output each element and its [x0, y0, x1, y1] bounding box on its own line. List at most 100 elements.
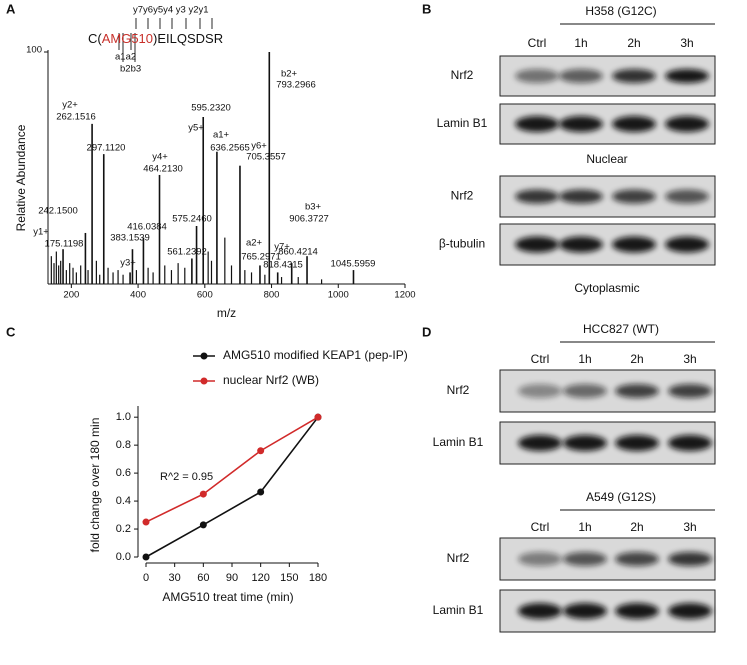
peak-ion-label: y4+	[152, 152, 168, 163]
blot-caption: Cytoplasmic	[574, 281, 639, 295]
legend-marker	[200, 377, 208, 385]
blot-band	[665, 69, 709, 83]
x-tick-label: 600	[197, 290, 213, 301]
x-axis-label: m/z	[217, 306, 236, 320]
blot-band	[563, 435, 607, 451]
peak-ion-label: y2+	[62, 100, 78, 111]
annotation: R^2 = 0.95	[160, 471, 213, 483]
peak-mz-label: 175.1198	[45, 239, 84, 250]
peak-ion-label: y1+	[33, 227, 49, 238]
x-tick-label: 800	[264, 290, 280, 301]
blot-band	[615, 552, 659, 566]
blot-row-label: Lamin B1	[433, 435, 484, 449]
data-point	[314, 413, 322, 421]
blot-band	[518, 384, 562, 398]
blot-band	[665, 189, 709, 204]
x-tick-label: 0	[143, 572, 149, 584]
y-tick-label: 0.4	[116, 495, 131, 507]
data-point	[257, 488, 265, 496]
peak-ion-label: b2+	[281, 69, 298, 80]
x-tick-label: 90	[226, 572, 238, 584]
blot-band	[665, 116, 709, 132]
peak-ion-label: y5+	[188, 123, 204, 134]
peak-mz-label: 860.4214	[278, 247, 318, 258]
lane-label: 3h	[683, 520, 696, 534]
y-tick-label: 0.2	[116, 523, 131, 535]
data-point	[257, 447, 265, 455]
y-tick-label: 0.6	[116, 467, 131, 479]
panel-letter: B	[422, 1, 431, 16]
peak-mz-label: 906.3727	[289, 214, 329, 225]
x-tick-label: 150	[280, 572, 298, 584]
blot-band	[515, 189, 559, 204]
blot-band	[665, 236, 709, 253]
y-tick-label: 0.0	[116, 551, 131, 563]
blot-band	[563, 384, 607, 398]
blot-band	[612, 189, 656, 204]
blot-band	[563, 603, 607, 619]
lane-label: 1h	[578, 520, 591, 534]
x-tick-label: 180	[309, 572, 327, 584]
blot-band	[515, 69, 559, 83]
peak-mz-label: 793.2966	[276, 80, 316, 91]
sequence-part: C(	[88, 31, 102, 46]
blot-row-label: Nrf2	[451, 189, 474, 203]
panel-letter: C	[6, 324, 16, 339]
blot-band	[559, 69, 603, 83]
peak-mz-label: 575.2460	[172, 214, 212, 225]
blot-band	[615, 435, 659, 451]
peak-mz-label: 636.2565	[210, 143, 250, 154]
blot-band	[515, 236, 559, 253]
x-tick-label: 200	[63, 290, 79, 301]
blot-band	[518, 435, 562, 451]
data-point	[142, 553, 150, 561]
blot-band	[612, 69, 656, 83]
x-axis-label: AMG510 treat time (min)	[162, 590, 293, 604]
y-axis-label: Relative Abundance	[14, 124, 28, 231]
peak-ion-label: b3+	[305, 202, 322, 213]
a-ion-header: a1a2	[115, 52, 136, 63]
blot-band	[612, 116, 656, 132]
data-point	[142, 518, 150, 526]
blot-row-label: Nrf2	[447, 551, 470, 565]
peak-mz-label: 416.0384	[127, 222, 167, 233]
lane-label: 1h	[574, 36, 587, 50]
lane-label: Ctrl	[531, 520, 550, 534]
blot-band	[668, 552, 712, 566]
blot-band	[559, 116, 603, 132]
blot-band	[515, 116, 559, 132]
blot-band	[563, 552, 607, 566]
blot-band	[559, 189, 603, 204]
blot-band	[612, 236, 656, 253]
blot-band	[615, 384, 659, 398]
peak-mz-label: 242.1500	[38, 206, 78, 217]
lane-label: Ctrl	[528, 36, 547, 50]
peak-ion-label: y6+	[251, 141, 267, 152]
blot-band	[615, 603, 659, 619]
series-line	[145, 416, 319, 558]
blot-row-label: Nrf2	[451, 68, 474, 82]
y-tick-label: 0.8	[116, 439, 131, 451]
y-tick-label: 1.0	[116, 411, 131, 423]
peak-ion-label: a2+	[246, 238, 263, 249]
panel-letter: D	[422, 324, 431, 339]
b-ion-header: b2b3	[120, 64, 141, 75]
blot-row-label: Lamin B1	[437, 116, 488, 130]
series-line	[145, 416, 319, 523]
panel-letter: A	[6, 1, 16, 16]
peak-mz-label: 705.3557	[246, 152, 286, 163]
blot-band	[668, 384, 712, 398]
sequence-brackets	[118, 18, 213, 62]
y-tick-label: 100	[26, 45, 42, 56]
x-tick-label: 400	[130, 290, 146, 301]
blot-group-title: HCC827 (WT)	[583, 322, 659, 336]
blot-membrane	[499, 223, 716, 266]
peak-mz-label: 561.2392	[167, 247, 207, 258]
peak-mz-label: 595.2320	[191, 103, 231, 114]
sequence-part: )EILQSDSR	[153, 31, 223, 46]
legend-label: nuclear Nrf2 (WB)	[223, 373, 319, 387]
peak-ion-label: a1+	[213, 130, 230, 141]
y-ion-header: y7y6y5y4 y3 y2y1	[133, 5, 209, 16]
